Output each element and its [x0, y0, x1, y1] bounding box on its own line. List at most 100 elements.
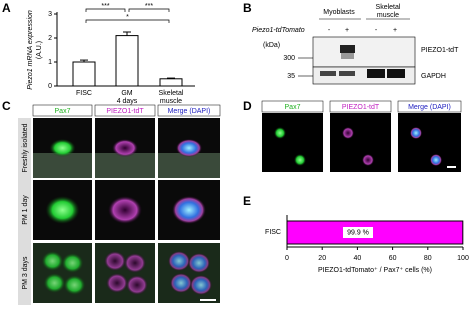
cell [168, 251, 190, 271]
value-label-box [343, 227, 373, 238]
row-label: Freshly isolated [22, 123, 29, 172]
sig-bracket [128, 8, 170, 12]
cell [294, 154, 306, 166]
blot-group: Skeletal muscle [375, 4, 401, 19]
row-label: PM 3 days [22, 256, 29, 290]
column-header-label: Merge (DAPI) [408, 104, 451, 111]
column-header-label: PIEZO1-tdT [106, 108, 144, 115]
x-tick-label: GM 4 days [116, 90, 138, 105]
micrograph [398, 113, 461, 172]
x-tick-label: Skeletal muscle [158, 90, 184, 105]
lane-label: - [328, 27, 331, 34]
column-header-label: PIEZO1-tdT [342, 104, 380, 111]
bar [115, 35, 139, 87]
blot-row-label: Piezo1-tdTomato [252, 27, 305, 34]
blot-unit: (kDa) [263, 42, 280, 49]
column-header [94, 104, 156, 117]
cell [362, 154, 374, 166]
micrograph [33, 243, 92, 303]
row-label: PM 1 day [22, 195, 29, 225]
cell [124, 253, 146, 273]
x-tick-label: 60 [389, 255, 397, 262]
cell [41, 251, 64, 271]
bar [159, 78, 183, 87]
column-header-label: Pax7 [285, 104, 301, 111]
marker: 35 [287, 73, 295, 80]
column-header [157, 104, 221, 117]
cell [274, 127, 286, 139]
cell [61, 253, 84, 273]
y-tick-label: 2 [48, 35, 52, 42]
x-tick-label: 80 [424, 255, 432, 262]
y-axis-label: Piezo1 mRNA expression [27, 10, 34, 90]
blot-band [367, 69, 385, 78]
bar [72, 61, 96, 87]
x-tick-label: 0 [285, 255, 289, 262]
blot-top [312, 36, 416, 68]
lane-label: + [345, 27, 349, 34]
y-tick-label: 0 [48, 83, 52, 90]
x-tick-label: 40 [354, 255, 362, 262]
cell [342, 127, 354, 139]
cell [49, 139, 76, 157]
sig-bracket [85, 8, 126, 12]
x-axis-label: PIEZO1-tdTomato⁺ / Pax7⁺ cells (%) [318, 267, 432, 274]
cell [106, 273, 128, 293]
micrograph [158, 243, 220, 303]
cell [172, 196, 206, 224]
bar [286, 220, 464, 245]
panel-label: C [2, 99, 11, 113]
sig-bracket [85, 19, 170, 23]
cell [45, 196, 80, 224]
cell [63, 275, 86, 295]
y-tick-label: 3 [48, 11, 52, 18]
x-tick-label: 20 [318, 255, 326, 262]
panel-label: E [243, 194, 251, 208]
sig-label: * [126, 14, 129, 21]
column-header [329, 100, 392, 113]
cell [43, 273, 66, 293]
cell [108, 196, 142, 224]
y-tick-label: FISC [265, 229, 281, 236]
panel-label: D [243, 99, 252, 113]
column-header [397, 100, 462, 113]
cell [126, 275, 148, 295]
micrograph-bg [33, 153, 92, 178]
cell [170, 273, 192, 293]
y-tick-label: 1 [48, 59, 52, 66]
micrograph-bg [95, 153, 155, 178]
cell [190, 275, 212, 295]
sig-label: *** [101, 3, 109, 10]
column-header [261, 100, 324, 113]
lane-label: - [375, 27, 378, 34]
panel-label: A [2, 1, 11, 15]
marker: 300 [283, 55, 295, 62]
column-header-label: Pax7 [55, 108, 71, 115]
value-label: 99.9 % [347, 229, 369, 236]
micrograph [330, 113, 391, 172]
cell [104, 251, 126, 271]
x-tick-label: FISC [76, 90, 92, 97]
panel-label: B [243, 1, 252, 15]
column-header [32, 104, 93, 117]
micrograph-bg [158, 153, 220, 178]
sig-label: *** [145, 3, 153, 10]
micrograph [95, 243, 155, 303]
cell [188, 253, 210, 273]
x-tick-label: 100 [457, 255, 469, 262]
blot-band [341, 53, 354, 59]
blot-group: Myoblasts [323, 9, 355, 16]
cell [176, 139, 202, 157]
cell [430, 154, 442, 166]
column-header-label: Merge (DAPI) [168, 108, 211, 115]
cell [410, 127, 422, 139]
row-label-bar [18, 118, 31, 305]
blot-band [320, 71, 336, 76]
lane-label: + [393, 27, 397, 34]
blot-band [339, 71, 355, 76]
micrograph [262, 113, 323, 172]
cell [112, 139, 138, 157]
blot-band [387, 69, 405, 78]
